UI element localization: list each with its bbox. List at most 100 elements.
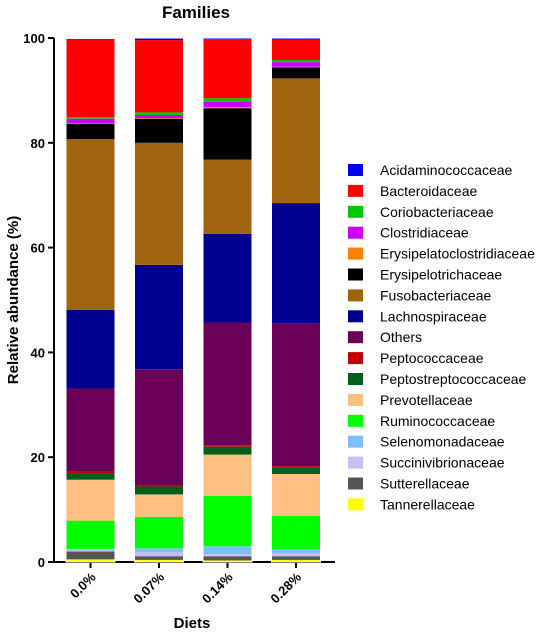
legend-label: Erysipelatoclostridiaceae [380,246,535,262]
bar-segment-sutterellaceae [271,556,321,560]
bar-segment-lachnospiraceae [66,309,115,389]
chart-title: Families [162,3,230,22]
legend-item: Acidaminococcaceae [348,162,513,178]
bar-segment-lachnospiraceae [271,203,321,324]
legend-label: Lachnospiraceae [380,308,487,324]
bar-outline [65,38,116,563]
bar-stack [202,37,253,563]
legend-label: Sutterellaceae [380,476,470,492]
bar-segment-peptococcaceae [271,466,321,468]
legend-item: Coriobacteriaceae [348,204,494,220]
legend-swatch [348,331,363,344]
bar-segment-sutterellaceae [66,551,115,560]
bar-segment-prevotellaceae [203,454,252,496]
legend-item: Sutterellaceae [348,476,470,492]
bar-segment-erysipelatoclostridiaceae [66,123,115,124]
bar-segment-selenomonadaceae [66,548,115,550]
legend-swatch [348,498,363,511]
bar-segment-clostridiaceae [271,62,321,67]
bar-segment-peptostreptococcaceae [134,486,184,495]
bar-segment-erysipelotrichaceae [203,108,252,160]
legend-swatch [348,435,363,448]
bar-segment-sutterellaceae [203,556,252,561]
y-tick-label: 40 [31,345,45,360]
legend-swatch [348,247,363,260]
bar-segment-others [203,322,252,446]
x-tick-label: 0.0% [67,569,99,601]
bar-segment-peptococcaceae [134,484,184,487]
legend-swatch [348,352,363,365]
legend-swatch [348,226,363,239]
bar-segment-coriobacteriaceae [203,98,252,102]
bar-segment-fusobacteriaceae [271,78,321,204]
y-tick-label: 80 [31,136,45,151]
legend-item: Ruminococcaceae [348,413,495,429]
bar-segment-selenomonadaceae [203,546,252,555]
legend-item: Erysipelotrichaceae [348,267,502,283]
bar-segment-peptostreptococcaceae [66,473,115,480]
legend: Acidaminococcaceae Bacteroidaceae Coriobac… [348,162,535,512]
legend-swatch [348,205,363,218]
bar-segment-coriobacteriaceae [271,60,321,63]
bar-segment-acidaminococcaceae [66,38,115,40]
bar-segment-erysipelatoclostridiaceae [134,118,184,119]
bar-segment-ruminococcaceae [271,515,321,550]
legend-label: Bacteroidaceae [380,183,478,199]
legend-swatch [348,477,363,490]
bar-segment-others [134,369,184,485]
y-tick-label: 60 [31,241,45,256]
legend-label: Coriobacteriaceae [380,204,494,220]
x-axis-label: Diets [174,615,211,632]
bar-outline [271,37,321,563]
bar-segment-peptostreptococcaceae [271,467,321,474]
bar-segment-succinivibrionaceae [134,552,184,557]
bar-outline [202,37,253,563]
legend-swatch [348,456,363,469]
bar-segment-bacteroidaceae [203,39,252,99]
bar-segment-bacteroidaceae [271,39,321,61]
bar-segment-prevotellaceae [66,479,115,521]
x-tick-label: 0.28% [267,569,304,606]
bar-segment-fusobacteriaceae [66,139,115,310]
bar-segment-erysipelotrichaceae [66,123,115,140]
bar-segment-prevotellaceae [271,473,321,516]
bar-segment-peptococcaceae [203,445,252,447]
legend-item: Fusobacteriaceae [348,287,492,303]
bar-outline [134,37,184,563]
legend-item: Clostridiaceae [348,225,469,241]
bar-segment-erysipelatoclostridiaceae [203,107,252,109]
bar-segment-peptococcaceae [66,471,115,474]
bar-segment-others [271,323,321,467]
legend-label: Peptococcaceae [380,350,484,366]
legend-item: Selenomonadaceae [348,434,505,450]
y-tick-label: 100 [23,31,45,46]
legend-item: Prevotellaceae [348,392,473,408]
bar-stack [65,38,116,563]
legend-swatch [348,414,363,427]
legend-label: Ruminococcaceae [380,413,495,429]
legend-item: Erysipelatoclostridiaceae [348,246,535,262]
bar-segment-tannerellaceae [203,560,252,562]
bar-segment-coriobacteriaceae [134,112,184,116]
legend-label: Succinivibrionaceae [380,455,505,471]
bar-segment-erysipelotrichaceae [271,67,321,79]
bar-segment-tannerellaceae [271,559,321,562]
legend-label: Erysipelotrichaceae [380,267,502,283]
bar-segment-fusobacteriaceae [203,159,252,234]
x-tick-label: 0.07% [130,569,167,606]
bar-segment-selenomonadaceae [271,549,321,554]
legend-label: Acidaminococcaceae [380,162,513,178]
legend-label: Selenomonadaceae [380,434,505,450]
bar-segment-bacteroidaceae [66,39,115,118]
legend-swatch [348,184,363,197]
bar-segment-others [66,388,115,472]
bar-segment-clostridiaceae [134,115,184,119]
legend-item: Bacteroidaceae [348,183,478,199]
bar-segment-acidaminococcaceae [203,38,252,40]
legend-item: Others [348,329,422,345]
x-axis: 0.0% 0.07% 0.14% 0.28% [54,561,335,606]
y-tick-label: 0 [38,555,45,570]
bar-segment-lachnospiraceae [203,233,252,323]
legend-swatch [348,393,363,406]
